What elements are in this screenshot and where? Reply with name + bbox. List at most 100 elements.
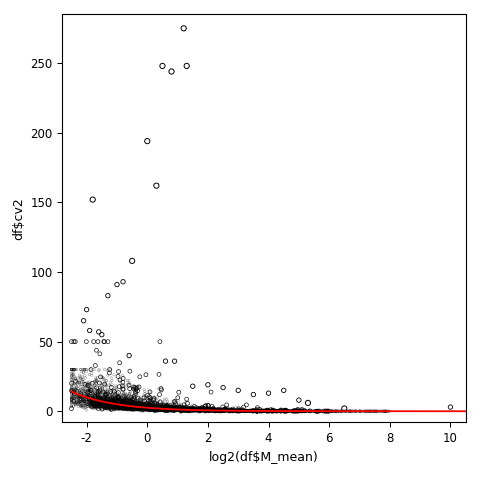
Point xyxy=(195,407,203,414)
Point xyxy=(86,400,94,408)
Point xyxy=(245,407,252,414)
Point xyxy=(139,401,147,409)
Point xyxy=(150,406,158,414)
Point xyxy=(109,396,117,403)
Point xyxy=(107,402,114,409)
Point xyxy=(133,405,141,412)
Point xyxy=(71,366,78,373)
Point xyxy=(125,393,132,400)
Point xyxy=(122,397,130,405)
Point xyxy=(161,404,168,412)
Point xyxy=(188,407,195,414)
Point xyxy=(159,406,167,413)
Point xyxy=(151,406,159,413)
Point xyxy=(262,407,270,415)
Point xyxy=(86,401,94,408)
Point xyxy=(119,406,127,413)
Point xyxy=(100,395,108,403)
Point xyxy=(142,394,149,401)
Point xyxy=(241,407,249,414)
Point xyxy=(215,406,223,414)
Point xyxy=(79,398,86,406)
Point xyxy=(165,406,173,414)
Point xyxy=(121,397,129,405)
Point xyxy=(145,401,153,409)
Point xyxy=(143,402,150,409)
Point xyxy=(121,403,129,410)
Point xyxy=(172,406,180,414)
Point xyxy=(68,388,75,396)
Point xyxy=(108,400,116,408)
Point xyxy=(136,397,144,405)
Point xyxy=(253,407,261,415)
Point xyxy=(202,406,210,413)
Point xyxy=(98,394,106,401)
Point xyxy=(91,400,99,408)
Point xyxy=(275,407,283,415)
Point xyxy=(157,407,165,414)
Point xyxy=(183,406,191,413)
Point xyxy=(170,405,178,412)
Point xyxy=(127,403,134,411)
Point xyxy=(68,396,75,403)
Point xyxy=(201,407,209,415)
Point xyxy=(150,405,157,413)
Point xyxy=(162,404,169,412)
Point xyxy=(297,408,305,415)
Point xyxy=(173,405,181,413)
Point xyxy=(318,408,325,415)
Point xyxy=(84,396,92,403)
Point xyxy=(317,408,324,415)
Point xyxy=(291,407,299,415)
Point xyxy=(132,405,140,412)
Point xyxy=(220,407,228,415)
Point xyxy=(156,404,164,412)
Point xyxy=(77,396,84,403)
Point xyxy=(208,406,216,413)
Point xyxy=(132,400,140,408)
Point xyxy=(95,404,103,411)
Point xyxy=(224,407,231,415)
Point xyxy=(120,398,128,406)
Point xyxy=(77,391,85,399)
Point xyxy=(231,407,239,415)
Point xyxy=(118,402,126,410)
Point xyxy=(126,402,133,410)
Point xyxy=(162,404,170,412)
Point xyxy=(74,392,82,399)
Point xyxy=(101,391,109,399)
Point xyxy=(133,402,141,409)
Point xyxy=(237,407,245,415)
Point xyxy=(198,406,206,414)
Point xyxy=(124,393,132,401)
Point xyxy=(106,366,113,373)
Point xyxy=(102,377,110,384)
Point xyxy=(104,372,111,379)
Point xyxy=(119,405,127,412)
Point xyxy=(257,407,265,415)
Point xyxy=(68,376,75,384)
Point xyxy=(121,406,129,413)
Point xyxy=(160,406,168,414)
Point xyxy=(113,396,120,404)
Point xyxy=(197,407,204,414)
Point xyxy=(305,407,313,415)
Point xyxy=(108,403,116,411)
Point xyxy=(155,406,163,413)
Point xyxy=(149,403,156,410)
Point xyxy=(136,404,144,411)
Point xyxy=(127,400,135,408)
Point xyxy=(235,407,242,415)
Point xyxy=(197,407,204,414)
Point xyxy=(214,407,222,415)
Point xyxy=(129,398,137,406)
Point xyxy=(244,407,252,415)
Point xyxy=(115,400,123,408)
Point xyxy=(121,403,129,410)
Point xyxy=(120,403,128,411)
Point xyxy=(250,407,258,415)
Point xyxy=(142,401,149,408)
Point xyxy=(127,405,134,412)
Point xyxy=(263,407,270,415)
Point xyxy=(79,386,86,394)
